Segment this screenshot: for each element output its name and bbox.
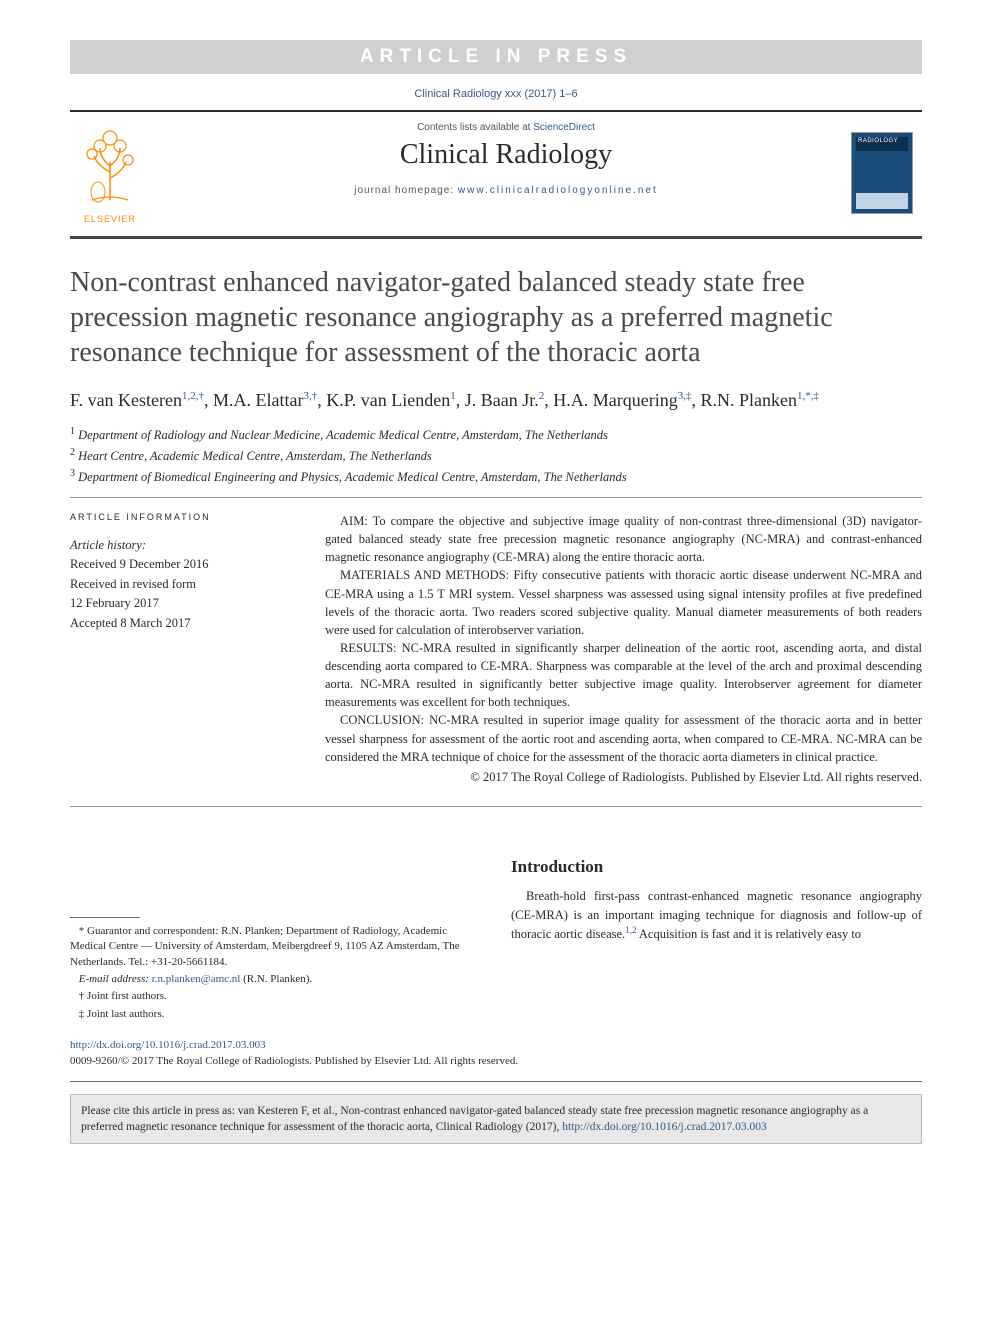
abstract-aim: AIM: To compare the objective and subjec… <box>325 512 922 566</box>
introduction-heading: Introduction <box>511 857 922 877</box>
affiliations: 1 Department of Radiology and Nuclear Me… <box>70 424 922 487</box>
article-in-press-banner: ARTICLE IN PRESS <box>70 40 922 74</box>
issn-copyright-line: 0009-9260/© 2017 The Royal College of Ra… <box>70 1054 922 1069</box>
journal-homepage-link[interactable]: www.clinicalradiologyonline.net <box>458 185 658 196</box>
citation-line: Clinical Radiology xxx (2017) 1–6 <box>70 88 922 100</box>
contents-prefix: Contents lists available at <box>417 122 533 133</box>
cover-label: RADIOLOGY <box>858 138 898 144</box>
journal-name: Clinical Radiology <box>180 139 832 171</box>
affiliation-rule <box>70 497 922 498</box>
abstract-column: AIM: To compare the objective and subjec… <box>325 512 922 786</box>
doi-block: http://dx.doi.org/10.1016/j.crad.2017.03… <box>70 1038 922 1069</box>
homepage-prefix: journal homepage: <box>354 185 458 196</box>
history-revised-line1: Received in revised form <box>70 575 295 594</box>
authors-list: F. van Kesteren1,2,†, M.A. Elattar3,†, K… <box>70 388 922 412</box>
masthead-center: Contents lists available at ScienceDirec… <box>170 122 842 224</box>
cover-thumbnail-block: RADIOLOGY <box>842 122 922 224</box>
info-abstract-row: ARTICLE INFORMATION Article history: Rec… <box>70 512 922 786</box>
citebox-doi-link[interactable]: http://dx.doi.org/10.1016/j.crad.2017.03… <box>562 1121 767 1133</box>
article-title: Non-contrast enhanced navigator-gated ba… <box>70 265 922 370</box>
footnote-guarantor: * Guarantor and correspondent: R.N. Plan… <box>70 924 481 970</box>
intro-ref-1-2[interactable]: 1,2 <box>625 925 636 935</box>
title-rule <box>70 236 922 239</box>
homepage-line: journal homepage: www.clinicalradiologyo… <box>180 185 832 196</box>
affiliation-1: 1 Department of Radiology and Nuclear Me… <box>70 424 922 445</box>
doi-link[interactable]: http://dx.doi.org/10.1016/j.crad.2017.03… <box>70 1039 266 1051</box>
contents-available-line: Contents lists available at ScienceDirec… <box>180 122 832 133</box>
history-received: Received 9 December 2016 <box>70 555 295 574</box>
abstract-conclusion: CONCLUSION: NC-MRA resulted in superior … <box>325 711 922 765</box>
affiliation-3: 3 Department of Biomedical Engineering a… <box>70 466 922 487</box>
footnotes-column: * Guarantor and correspondent: R.N. Plan… <box>70 857 481 1024</box>
masthead: ELSEVIER Contents lists available at Sci… <box>70 112 922 234</box>
affiliation-2: 2 Heart Centre, Academic Medical Centre,… <box>70 445 922 466</box>
email-suffix: (R.N. Planken). <box>240 973 312 985</box>
history-label: Article history: <box>70 536 295 555</box>
bottom-rule <box>70 1081 922 1082</box>
footnote-ddagger: ‡ Joint last authors. <box>70 1007 481 1022</box>
publisher-logo-block: ELSEVIER <box>70 122 170 224</box>
intro-text-b: Acquisition is fast and it is relatively… <box>636 928 861 942</box>
journal-cover-icon: RADIOLOGY <box>851 132 913 214</box>
page-container: ARTICLE IN PRESS Clinical Radiology xxx … <box>0 0 992 1174</box>
please-cite-box: Please cite this article in press as: va… <box>70 1094 922 1144</box>
footnote-dagger: † Joint first authors. <box>70 989 481 1004</box>
article-history: Article history: Received 9 December 201… <box>70 536 295 633</box>
abstract-methods: MATERIALS AND METHODS: Fifty consecutive… <box>325 566 922 639</box>
footnote-email: E-mail address: r.n.planken@amc.nl (R.N.… <box>70 972 481 987</box>
abstract-results: RESULTS: NC-MRA resulted in significantl… <box>325 639 922 712</box>
abstract-bottom-rule <box>70 806 922 807</box>
email-label: E-mail address: <box>79 973 152 985</box>
footnote-rule <box>70 917 140 918</box>
article-info-column: ARTICLE INFORMATION Article history: Rec… <box>70 512 295 786</box>
elsevier-tree-icon <box>70 122 150 212</box>
abstract-copyright: © 2017 The Royal College of Radiologists… <box>325 768 922 786</box>
introduction-column: Introduction Breath-hold first-pass cont… <box>511 857 922 1024</box>
history-revised-line2: 12 February 2017 <box>70 594 295 613</box>
article-info-heading: ARTICLE INFORMATION <box>70 512 295 522</box>
introduction-paragraph: Breath-hold first-pass contrast-enhanced… <box>511 887 922 944</box>
correspondent-email-link[interactable]: r.n.planken@amc.nl <box>152 973 241 985</box>
elsevier-label: ELSEVIER <box>70 214 150 224</box>
sciencedirect-link[interactable]: ScienceDirect <box>533 122 595 133</box>
footnotes: * Guarantor and correspondent: R.N. Plan… <box>70 924 481 1022</box>
history-accepted: Accepted 8 March 2017 <box>70 614 295 633</box>
lower-columns: * Guarantor and correspondent: R.N. Plan… <box>70 857 922 1024</box>
